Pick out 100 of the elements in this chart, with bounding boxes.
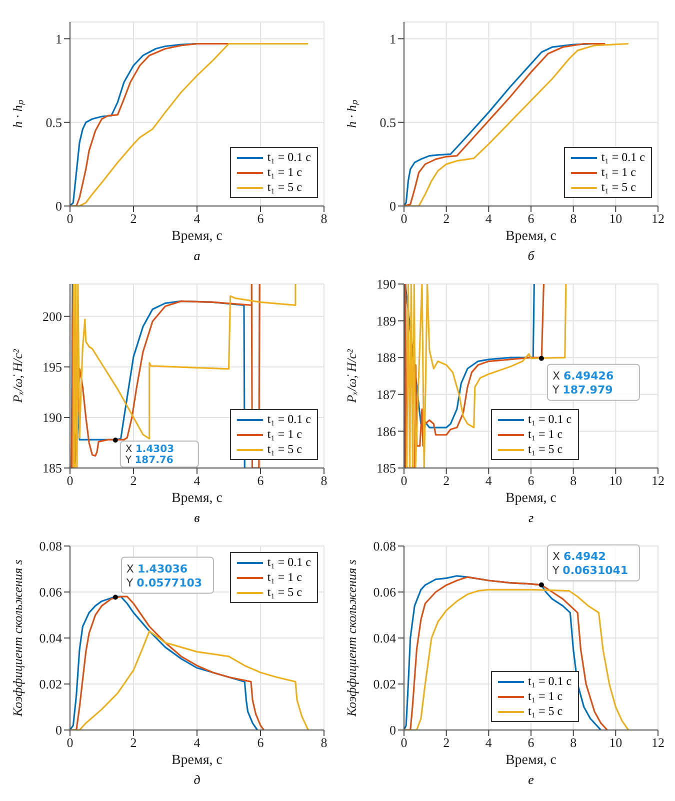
y-axis-title: Коэффициент скольжения s (10, 560, 25, 718)
x-tick-label: 0 (400, 211, 408, 226)
x-tick-label: 0 (400, 473, 408, 488)
x-tick-label: 2 (130, 735, 137, 750)
y-tick-label: 1 (56, 31, 62, 46)
y-tick-label: 0.08 (373, 538, 396, 554)
x-axis-title: Время, с (171, 229, 223, 244)
y-tick-label: 1 (390, 31, 396, 46)
x-axis-title: Время, с (505, 229, 557, 244)
legend-label: t₁ = 0.1 с (267, 150, 311, 165)
x-tick-label: 2 (443, 735, 450, 750)
x-tick-label: 6 (257, 473, 264, 488)
x-tick-label: 4 (485, 735, 492, 750)
x-tick-label: 4 (194, 735, 201, 750)
text: в (193, 510, 201, 526)
y-tick-label: 186 (376, 424, 396, 439)
x-tick-label: 4 (194, 211, 201, 226)
x-axis-title: Время, с (505, 491, 557, 506)
y-tick-label: 185 (376, 460, 396, 476)
y-tick-label: 0 (56, 722, 62, 738)
y-tick-label: 0.5 (380, 114, 396, 130)
x-tick-label: 6 (528, 473, 535, 488)
x-tick-label: 4 (194, 473, 201, 488)
legend-label: t₁ = 0.1 с (528, 674, 572, 689)
y-axis-title: Pₓ/ω̇, Н/с² (344, 348, 359, 404)
y-tick-label: 200 (42, 308, 62, 324)
x-tick-label: 0 (66, 735, 74, 750)
legend-label: t₁ = 5 с (267, 442, 302, 457)
annotation: X 6.4942 Y 0.0631041 (551, 550, 628, 577)
line-series (70, 42, 230, 206)
y-tick-label: 190 (376, 276, 396, 292)
x-tick-label: 0 (66, 473, 74, 488)
text: б (526, 248, 536, 264)
x-tick-label: 8 (570, 735, 577, 750)
line-series (404, 588, 630, 730)
y-tick-label: 0.06 (39, 584, 62, 600)
y-tick-label: 0 (56, 198, 62, 214)
y-tick-label: 0.04 (39, 630, 62, 646)
y-tick-label: 0.5 (46, 114, 62, 130)
x-tick-label: 8 (320, 473, 328, 488)
x-tick-label: 12 (652, 735, 664, 750)
legend-label: t₁ = 1 с (267, 427, 302, 442)
line-series (70, 42, 309, 206)
x-tick-label: 8 (320, 211, 328, 226)
y-axis-title: h · hₚ (344, 99, 360, 128)
x-tick-label: 0 (400, 735, 408, 750)
y-tick-label: 0 (390, 198, 396, 214)
x-tick-label: 10 (609, 473, 622, 488)
legend-label: t₁ = 0.1 с (267, 412, 311, 427)
legend-label: t₁ = 5 с (267, 585, 302, 600)
y-tick-label: 188 (376, 350, 396, 366)
x-tick-label: 12 (652, 211, 664, 226)
y-tick-label: 0.08 (39, 538, 62, 554)
y-tick-label: 0 (390, 722, 396, 738)
y-axis-title: Коэффициент скольжения s (344, 560, 359, 718)
x-tick-label: 4 (485, 211, 492, 226)
x-tick-label: 6 (257, 211, 264, 226)
x-tick-label: 2 (130, 211, 137, 226)
x-tick-label: 0 (66, 211, 74, 226)
y-tick-label: 190 (42, 410, 62, 426)
text: г (527, 510, 535, 526)
y-tick-label: 0.04 (373, 630, 396, 646)
x-tick-label: 12 (652, 473, 664, 488)
legend-label: t₁ = 5 с (528, 704, 563, 719)
y-tick-label: 0.02 (39, 676, 62, 692)
x-tick-label: 2 (130, 473, 137, 488)
x-tick-label: 10 (609, 211, 622, 226)
x-tick-label: 2 (443, 473, 450, 488)
annotation: X 1.43036 Y 0.0577103 (125, 562, 202, 590)
legend-label: t₁ = 1 с (528, 427, 563, 442)
y-tick-label: 0.02 (373, 676, 396, 692)
y-axis-title: Pₓ/ω̇, Н/с² (10, 348, 25, 404)
y-tick-label: 185 (42, 460, 62, 476)
x-tick-label: 6 (528, 735, 535, 750)
y-tick-label: 0.06 (373, 584, 396, 600)
y-axis-title: h · hₚ (10, 99, 26, 128)
legend-label: t₁ = 5 с (528, 442, 563, 457)
legend-label: t₁ = 1 с (267, 570, 302, 585)
line-series (70, 630, 309, 730)
y-tick-label: 195 (42, 360, 62, 375)
x-axis-title: Время, с (171, 491, 223, 506)
x-tick-label: 4 (485, 473, 492, 488)
y-tick-label: 187 (376, 387, 396, 402)
annotation: X 1.4303 Y 187.76 (124, 444, 174, 466)
legend-label: t₁ = 1 с (267, 165, 302, 180)
legend-label: t₁ = 0.1 с (267, 555, 311, 570)
legend-label: t₁ = 5 с (267, 180, 302, 195)
legend-label: t₁ = 1 с (528, 689, 563, 704)
legend-label: t₁ = 0.1 с (528, 412, 572, 427)
legend-label: t₁ = 0.1 с (601, 150, 645, 165)
x-tick-label: 2 (443, 211, 450, 226)
x-tick-label: 8 (570, 473, 577, 488)
x-tick-label: 8 (570, 211, 577, 226)
x-axis-title: Время, с (171, 753, 223, 768)
x-tick-label: 6 (257, 735, 264, 750)
annotation: X 6.49426 Y 187.979 (551, 369, 614, 396)
x-axis-title: Время, с (505, 753, 557, 768)
text: д (192, 772, 202, 788)
legend-label: t₁ = 5 с (601, 180, 636, 195)
x-tick-label: 8 (320, 735, 328, 750)
